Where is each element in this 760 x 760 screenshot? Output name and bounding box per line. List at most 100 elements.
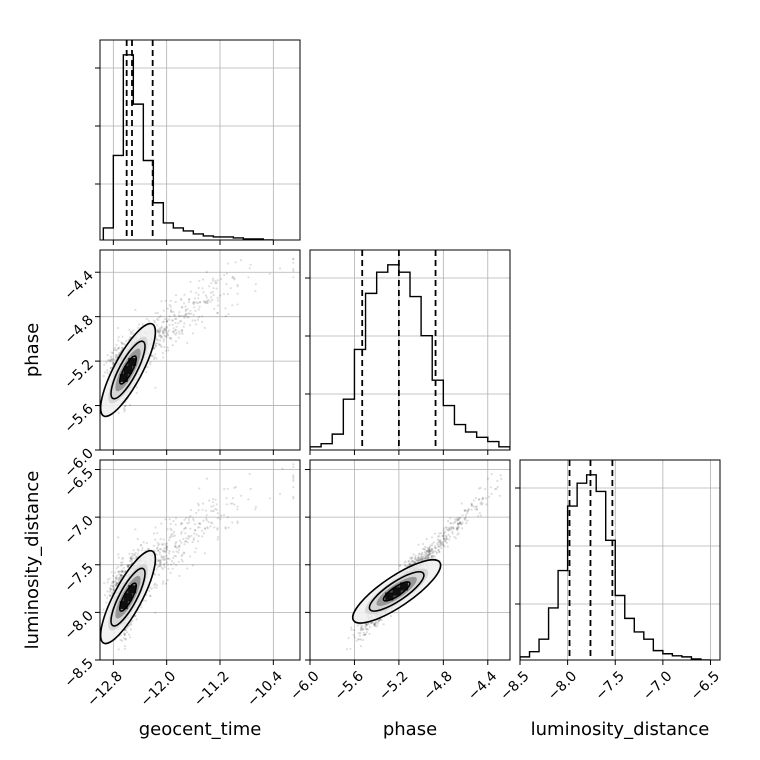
scatter-point	[210, 296, 213, 299]
scatter-point	[158, 332, 161, 335]
scatter-point	[467, 508, 470, 511]
scatter-point	[163, 546, 166, 549]
scatter-point	[115, 353, 118, 357]
scatter-point	[210, 505, 213, 508]
scatter-point	[184, 540, 187, 543]
scatter-point	[382, 623, 385, 626]
scatter-point	[362, 631, 365, 634]
scatter-point	[161, 550, 165, 553]
scatter-point	[205, 302, 208, 305]
scatter-point	[181, 522, 184, 525]
scatter-point	[117, 556, 120, 559]
scatter-point	[456, 529, 459, 532]
scatter-point	[456, 518, 459, 521]
scatter-point	[172, 520, 175, 523]
scatter-point	[164, 349, 167, 352]
scatter-point	[215, 287, 218, 290]
scatter-point	[164, 329, 167, 332]
scatter-point	[225, 503, 228, 506]
scatter-point	[430, 544, 434, 547]
scatter-point	[183, 302, 186, 305]
scatter-point	[433, 555, 436, 558]
scatter-point	[454, 520, 457, 523]
scatter-point	[197, 308, 200, 311]
scatter-point	[196, 318, 200, 321]
scatter-point	[117, 565, 120, 569]
scatter-point	[156, 311, 159, 315]
scatter-point	[422, 555, 425, 558]
scatter-point	[249, 263, 252, 266]
scatter-point	[222, 293, 225, 296]
scatter-point	[122, 342, 125, 345]
scatter-point	[452, 522, 455, 525]
scatter-point	[118, 351, 121, 354]
scatter-point	[496, 479, 499, 483]
scatter-point	[490, 492, 493, 495]
scatter-point	[364, 624, 367, 627]
scatter-point	[224, 307, 227, 310]
scatter-point	[413, 561, 416, 564]
scatter-point	[156, 546, 159, 549]
scatter-point	[154, 345, 157, 348]
scatter-point	[166, 558, 169, 561]
scatter-point	[410, 556, 414, 559]
scatter-point	[188, 298, 191, 301]
scatter-point	[181, 553, 184, 556]
scatter-point	[115, 567, 118, 570]
scatter-point	[202, 532, 205, 535]
scatter-point	[183, 316, 186, 319]
histogram-geocent-time	[102, 54, 274, 240]
scatter-point	[427, 555, 430, 558]
scatter-point	[254, 283, 257, 286]
scatter-point	[184, 540, 188, 543]
scatter-point	[194, 547, 198, 550]
scatter-point	[160, 300, 163, 303]
scatter-point	[470, 504, 474, 507]
scatter-point	[131, 331, 134, 334]
scatter-point	[292, 495, 295, 498]
scatter-point	[494, 487, 497, 491]
scatter-point	[172, 319, 175, 322]
scatter-point	[132, 549, 135, 552]
scatter-point	[187, 518, 190, 521]
scatter-point	[157, 566, 160, 569]
scatter-point	[427, 550, 430, 554]
scatter-point	[433, 546, 436, 549]
scatter-point	[374, 621, 377, 624]
scatter-point	[448, 538, 451, 541]
scatter-point	[364, 626, 367, 629]
scatter-point	[464, 513, 467, 517]
scatter-point	[196, 540, 200, 543]
scatter-point	[209, 525, 212, 528]
scatter-point	[478, 498, 481, 501]
scatter-point	[159, 564, 162, 568]
scatter-point	[124, 638, 127, 641]
scatter-point	[427, 556, 430, 559]
scatter-point	[198, 526, 201, 529]
scatter-point	[216, 528, 219, 531]
scatter-point	[106, 581, 109, 584]
scatter-point	[240, 259, 243, 262]
scatter-point	[461, 514, 464, 517]
scatter-point	[292, 257, 295, 260]
scatter-point	[170, 533, 173, 537]
scatter-point	[145, 542, 148, 545]
scatter-point	[189, 515, 192, 518]
scatter-point	[420, 555, 423, 559]
scatter-point	[120, 569, 123, 573]
scatter-point	[460, 523, 463, 526]
scatter-point	[121, 561, 124, 564]
scatter-point	[428, 553, 431, 556]
scatter-point	[220, 277, 223, 281]
scatter-point	[194, 323, 198, 326]
scatter-point	[118, 346, 121, 349]
scatter-point	[181, 560, 184, 563]
scatter-point	[169, 305, 172, 308]
scatter-point	[428, 553, 432, 556]
scatter-point	[445, 538, 449, 541]
scatter-point	[205, 300, 208, 303]
scatter-point	[190, 534, 193, 537]
scatter-point	[128, 552, 131, 555]
scatter-point	[159, 334, 162, 337]
scatter-point	[201, 502, 205, 505]
